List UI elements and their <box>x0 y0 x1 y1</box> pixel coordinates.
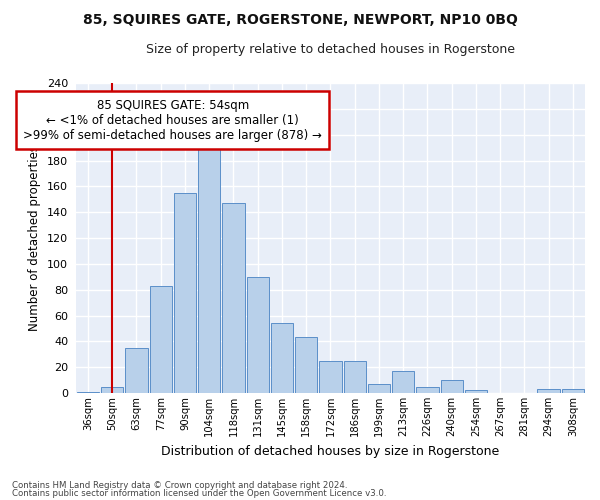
X-axis label: Distribution of detached houses by size in Rogerstone: Distribution of detached houses by size … <box>161 444 500 458</box>
Bar <box>295 338 317 393</box>
Bar <box>198 134 220 393</box>
Title: Size of property relative to detached houses in Rogerstone: Size of property relative to detached ho… <box>146 42 515 56</box>
Bar <box>319 360 341 393</box>
Bar <box>101 386 124 393</box>
Bar <box>247 277 269 393</box>
Text: 85 SQUIRES GATE: 54sqm
← <1% of detached houses are smaller (1)
>99% of semi-det: 85 SQUIRES GATE: 54sqm ← <1% of detached… <box>23 98 322 142</box>
Bar <box>465 390 487 393</box>
Text: 85, SQUIRES GATE, ROGERSTONE, NEWPORT, NP10 0BQ: 85, SQUIRES GATE, ROGERSTONE, NEWPORT, N… <box>83 12 517 26</box>
Bar <box>562 389 584 393</box>
Bar <box>416 386 439 393</box>
Bar <box>223 203 245 393</box>
Bar <box>344 360 366 393</box>
Bar <box>440 380 463 393</box>
Bar <box>271 324 293 393</box>
Bar <box>149 286 172 393</box>
Text: Contains public sector information licensed under the Open Government Licence v3: Contains public sector information licen… <box>12 488 386 498</box>
Y-axis label: Number of detached properties: Number of detached properties <box>28 145 41 331</box>
Text: Contains HM Land Registry data © Crown copyright and database right 2024.: Contains HM Land Registry data © Crown c… <box>12 481 347 490</box>
Bar <box>392 371 415 393</box>
Bar <box>538 389 560 393</box>
Bar <box>368 384 390 393</box>
Bar <box>174 193 196 393</box>
Bar <box>77 392 99 393</box>
Bar <box>125 348 148 393</box>
